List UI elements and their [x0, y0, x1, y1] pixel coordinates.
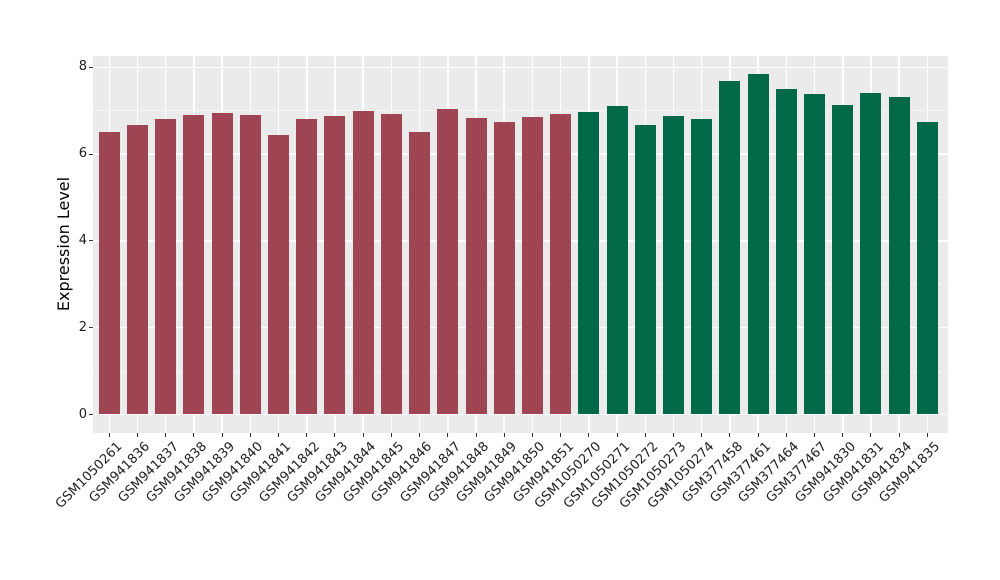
- bar-GSM377467: [804, 94, 826, 415]
- y-tick: [89, 153, 93, 155]
- x-tick: [419, 433, 421, 437]
- bar-GSM941836: [127, 125, 148, 415]
- bar-GSM1050272: [634, 125, 656, 415]
- y-gridline-major: [93, 66, 948, 69]
- x-tick: [673, 433, 674, 437]
- bar-GSM941848: [465, 118, 487, 415]
- x-tick: [926, 433, 928, 437]
- bar-GSM1050270: [578, 112, 600, 415]
- x-tick: [785, 433, 787, 437]
- x-tick: [362, 433, 364, 437]
- bar-GSM377461: [747, 74, 769, 415]
- bar-GSM941851: [550, 114, 572, 415]
- bar-GSM941841: [268, 134, 290, 415]
- bar-GSM941831: [860, 93, 882, 415]
- bar-GSM941839: [211, 112, 233, 415]
- bar-GSM941830: [832, 105, 854, 415]
- x-tick: [221, 433, 223, 437]
- y-gridline-minor: [93, 110, 948, 112]
- bar-GSM377464: [775, 89, 797, 415]
- x-tick: [165, 433, 167, 437]
- y-gridline-major: [93, 240, 948, 242]
- bar-GSM941843: [324, 116, 346, 415]
- y-tick-label: 0: [78, 406, 87, 422]
- y-gridline-minor: [93, 283, 948, 285]
- x-tick: [390, 433, 392, 437]
- bar-GSM941842: [296, 119, 318, 415]
- x-tick: [701, 433, 703, 437]
- x-tick: [503, 433, 505, 437]
- x-tick: [757, 433, 759, 437]
- x-tick: [898, 433, 900, 437]
- y-gridline-major: [93, 326, 948, 329]
- x-tick: [137, 433, 138, 437]
- y-tick: [89, 327, 93, 329]
- y-gridline-major: [93, 413, 948, 416]
- x-tick: [475, 433, 477, 437]
- x-tick: [531, 433, 533, 437]
- bar-GSM941838: [183, 115, 205, 415]
- y-gridline-minor: [93, 370, 948, 372]
- bar-GSM941835: [916, 121, 938, 415]
- bar-GSM377458: [719, 81, 741, 415]
- bar-GSM941834: [888, 96, 910, 415]
- x-tick: [560, 433, 562, 437]
- bar-GSM1050274: [691, 118, 713, 415]
- y-tick: [89, 414, 93, 415]
- y-tick-label: 4: [78, 232, 87, 248]
- y-tick: [89, 240, 93, 242]
- bar-GSM941840: [239, 115, 261, 415]
- x-tick: [447, 433, 449, 437]
- x-tick: [842, 433, 844, 437]
- y-gridline-minor: [93, 197, 948, 198]
- x-tick: [278, 433, 280, 437]
- bar-GSM941837: [155, 118, 177, 415]
- y-tick-label: 6: [78, 146, 87, 162]
- bar-GSM1050271: [606, 105, 628, 415]
- bar-GSM941845: [380, 113, 402, 415]
- x-tick: [334, 433, 336, 437]
- bar-GSM941846: [409, 132, 431, 415]
- y-gridline-major: [93, 153, 948, 155]
- x-tick: [249, 433, 251, 437]
- x-tick: [729, 433, 731, 437]
- x-tick: [644, 433, 646, 437]
- x-tick: [193, 433, 195, 437]
- x-tick: [616, 433, 618, 437]
- x-tick: [814, 433, 816, 437]
- bar-GSM941850: [521, 117, 543, 415]
- bar-GSM1050261: [98, 132, 120, 415]
- x-tick: [108, 433, 110, 437]
- bar-GSM941844: [352, 110, 374, 415]
- bar-GSM941849: [493, 122, 515, 415]
- bar-GSM1050273: [663, 115, 684, 415]
- y-tick-label: 2: [78, 319, 87, 335]
- x-tick: [588, 433, 590, 437]
- y-tick: [89, 66, 93, 68]
- y-tick-label: 8: [78, 59, 87, 75]
- bar-GSM941847: [437, 109, 459, 415]
- x-tick: [870, 433, 872, 437]
- x-tick: [306, 433, 308, 437]
